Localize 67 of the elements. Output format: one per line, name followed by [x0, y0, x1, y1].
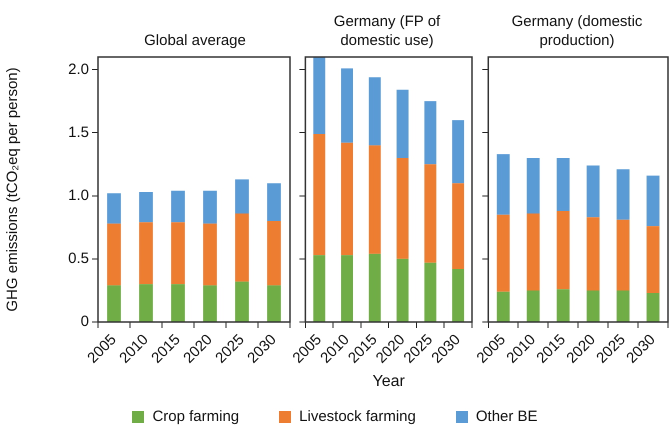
- bar: [235, 213, 249, 282]
- bar: [235, 282, 249, 322]
- bar: [368, 254, 381, 322]
- legend-label: Other BE: [476, 408, 538, 425]
- chart-title: Germany (domestic production): [510, 12, 644, 50]
- bar: [616, 290, 630, 322]
- bar: [203, 224, 217, 286]
- bar: [526, 290, 540, 322]
- bar: [171, 284, 185, 322]
- bar: [586, 166, 600, 218]
- chart-title: Global average: [143, 31, 247, 50]
- bar: [424, 262, 436, 322]
- bar: [556, 210, 570, 290]
- y-tick-label: 2.0: [68, 60, 89, 78]
- bar: [424, 101, 436, 164]
- bar: [368, 77, 381, 146]
- bar: [646, 226, 660, 293]
- bar: [203, 285, 217, 322]
- bar: [139, 284, 153, 322]
- bar: [556, 158, 570, 211]
- bar: [107, 224, 121, 286]
- bar: [267, 183, 281, 222]
- bar: [452, 269, 464, 322]
- bar: [496, 292, 510, 322]
- bar: [396, 158, 409, 259]
- bar: [341, 68, 354, 143]
- bar: [496, 154, 510, 215]
- y-tick-label: 1.5: [68, 124, 89, 141]
- bar: [616, 220, 630, 290]
- bar: [396, 258, 409, 322]
- bar: [396, 90, 409, 158]
- chart-title: Germany (FP of domestic use): [332, 12, 442, 50]
- bar: [313, 255, 326, 322]
- bar: [586, 217, 600, 290]
- legend-label: Crop farming: [152, 408, 240, 425]
- bar: [452, 183, 464, 269]
- bar: [586, 290, 600, 322]
- bar: [235, 179, 249, 214]
- y-tick-label: 0: [80, 313, 89, 330]
- bar: [107, 285, 121, 322]
- bar: [526, 213, 540, 290]
- bar: [556, 289, 570, 322]
- bar: [341, 255, 354, 322]
- bar: [139, 192, 153, 222]
- x-axis-title: Year: [372, 372, 406, 390]
- y-tick-label: 0.5: [68, 250, 89, 268]
- bar: [496, 214, 510, 292]
- bar: [452, 120, 464, 184]
- legend-label: Livestock farming: [299, 408, 416, 425]
- bar: [313, 57, 326, 134]
- bar: [526, 158, 540, 214]
- bar: [424, 164, 436, 263]
- bar: [171, 222, 185, 284]
- bar: [313, 134, 326, 256]
- y-axis-title: GHG emissions (tCO₂eq per person): [4, 67, 22, 312]
- bar: [107, 193, 121, 224]
- bar: [267, 285, 281, 322]
- bar: [616, 169, 630, 220]
- bar: [368, 145, 381, 254]
- bar: [267, 221, 281, 286]
- bar: [646, 292, 660, 322]
- y-tick-label: 1.0: [68, 186, 89, 204]
- bar: [203, 190, 217, 224]
- bar: [341, 142, 354, 256]
- bar: [171, 190, 185, 222]
- bar: [139, 222, 153, 284]
- bar: [646, 176, 660, 226]
